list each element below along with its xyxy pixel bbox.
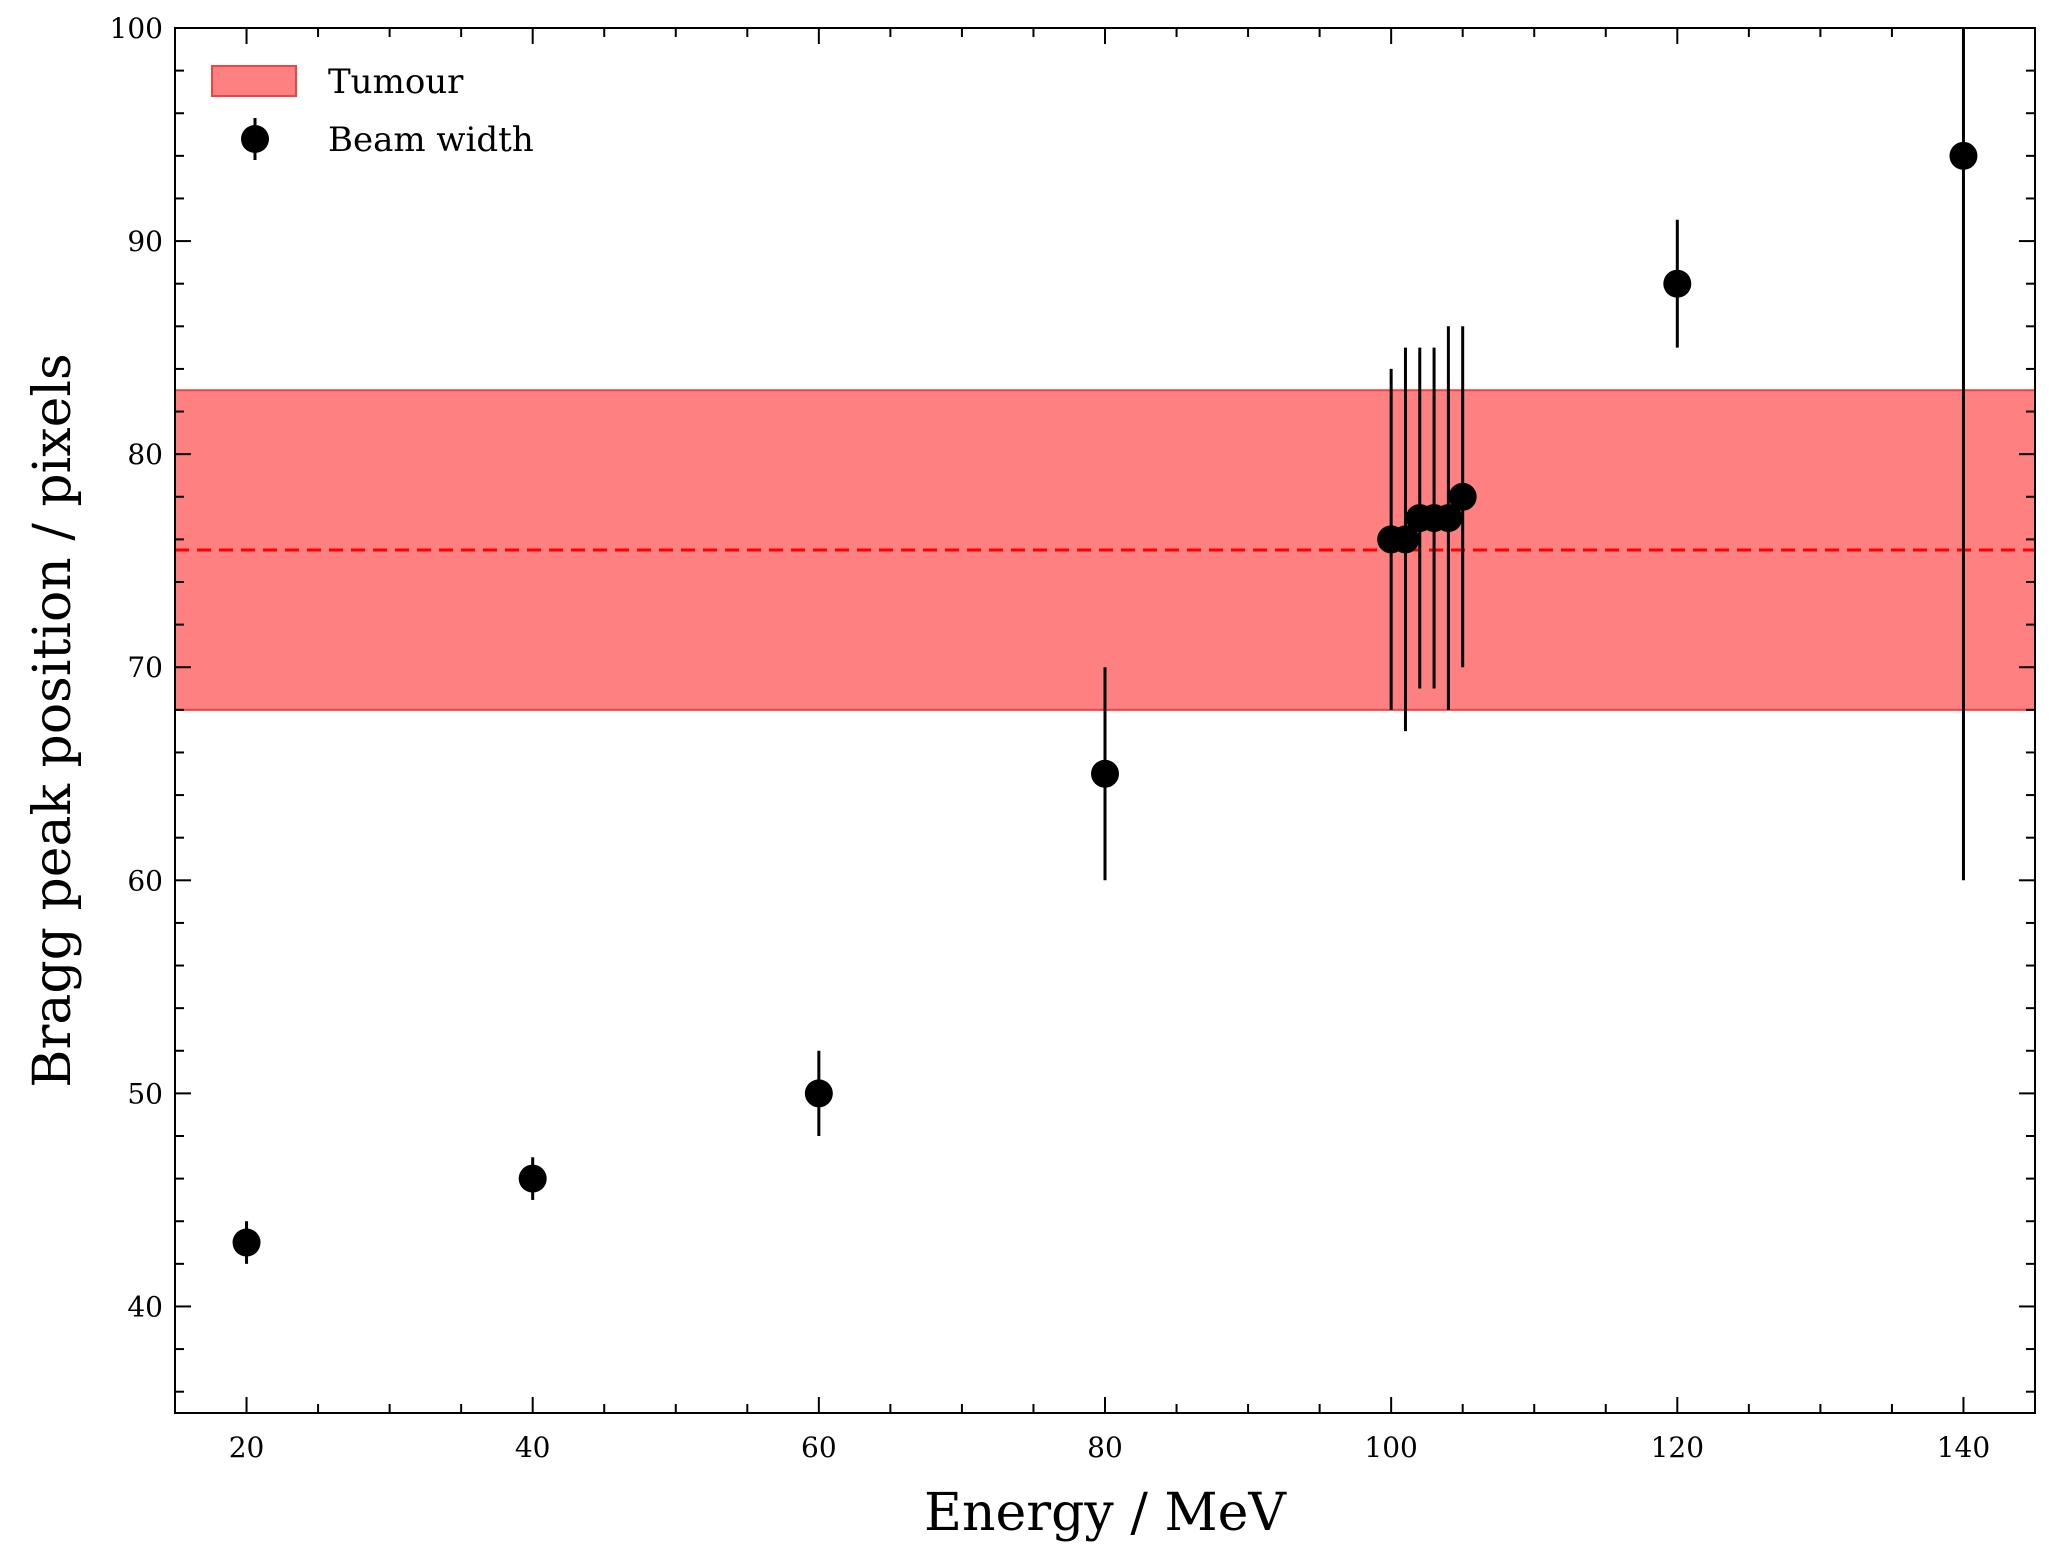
data-point-80 <box>1091 759 1119 788</box>
y-tick-label-100: 100 <box>110 12 163 45</box>
x-tick-label-60: 60 <box>801 1431 837 1464</box>
y-tick-label-70: 70 <box>127 651 163 684</box>
x-tick-label-140: 140 <box>1937 1431 1990 1464</box>
y-tick-label-50: 50 <box>127 1077 163 1110</box>
x-tick-label-40: 40 <box>515 1431 551 1464</box>
legend-beam-width-marker <box>241 125 269 153</box>
legend-tumour-label: Tumour <box>328 62 464 102</box>
x-tick-label-120: 120 <box>1651 1431 1704 1464</box>
data-point-40 <box>518 1164 547 1193</box>
data-point-104 <box>1434 504 1463 533</box>
x-axis-label: Energy / MeV <box>924 1483 1287 1543</box>
data-point-140 <box>1949 141 1978 170</box>
y-tick-label-80: 80 <box>127 438 163 471</box>
data-point-120 <box>1663 269 1692 298</box>
data-point-101 <box>1391 525 1420 554</box>
data-point-20 <box>232 1228 261 1257</box>
ticks-layer: 20 40 60 80 100 120 140 40 50 60 70 80 90 100 <box>110 12 2036 1464</box>
y-tick-label-40: 40 <box>127 1290 163 1323</box>
y-axis-label: Bragg peak position / pixels <box>23 353 83 1087</box>
x-tick-label-20: 20 <box>229 1431 265 1464</box>
legend-beam-width-label: Beam width <box>328 120 534 160</box>
data-points-layer <box>232 28 1978 1264</box>
data-point-105 <box>1448 482 1477 511</box>
legend-tumour-swatch <box>211 65 297 97</box>
tumour-band-layer <box>174 389 2036 711</box>
data-point-60 <box>804 1079 833 1108</box>
y-tick-label-60: 60 <box>127 864 163 897</box>
x-tick-label-100: 100 <box>1364 1431 1417 1464</box>
y-tick-label-90: 90 <box>127 225 163 258</box>
legend: Tumour Beam width <box>211 62 534 160</box>
x-tick-label-80: 80 <box>1087 1431 1123 1464</box>
